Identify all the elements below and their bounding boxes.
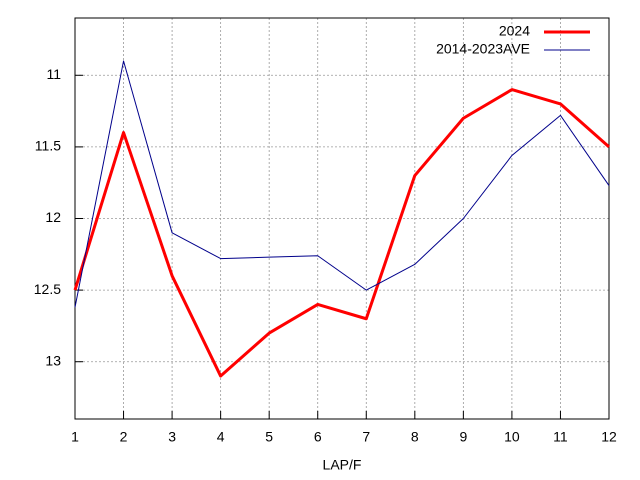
x-tick-label: 2 [120, 429, 128, 445]
y-tick-label: 11 [46, 66, 61, 82]
legend-label: 2014-2023AVE [436, 41, 530, 57]
x-tick-label: 3 [168, 429, 176, 445]
plot-frame [74, 17, 610, 420]
x-tick-label: 1 [71, 429, 79, 445]
series-line [73, 88, 610, 378]
x-tick-label: 12 [601, 429, 617, 445]
y-tick-label: 12 [45, 209, 61, 225]
x-tick-label: 6 [314, 429, 322, 445]
series-line [74, 60, 610, 308]
y-tick-label: 13 [45, 352, 61, 368]
x-tick-label: 7 [362, 429, 370, 445]
x-tick-label: 10 [504, 429, 520, 445]
x-axis-label: LAP/F [323, 457, 362, 473]
x-tick-label: 9 [459, 429, 467, 445]
x-tick-label: 11 [553, 429, 568, 445]
y-tick-label: 11.5 [35, 138, 61, 154]
x-tick-label: 8 [411, 429, 419, 445]
x-tick-label: 5 [265, 429, 273, 445]
y-tick-label: 12.5 [34, 281, 61, 297]
legend-label: 2024 [499, 23, 530, 39]
x-tick-label: 4 [217, 429, 225, 445]
